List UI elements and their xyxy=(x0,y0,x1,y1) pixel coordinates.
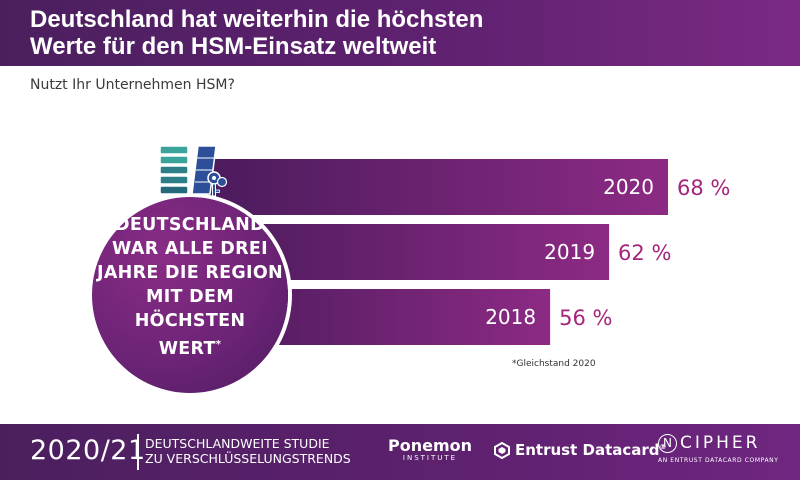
highlight-callout: DEUTSCHLAND WAR ALLE DREI JAHRE DIE REGI… xyxy=(92,197,288,393)
value-label-2020: 68 % xyxy=(677,176,730,200)
key-icon xyxy=(207,171,228,197)
ponemon-sub: INSTITUTE xyxy=(402,454,458,462)
chart-question: Nutzt Ihr Unternehmen HSM? xyxy=(30,77,235,93)
ncipher-sub: AN ENTRUST DATACARD COMPANY xyxy=(658,457,779,464)
study-title: DEUTSCHLANDWEITE STUDIE ZU VERSCHLÜSSELU… xyxy=(145,436,351,466)
callout-main-text: DEUTSCHLAND WAR ALLE DREI JAHRE DIE REGI… xyxy=(97,215,283,359)
footnote: *Gleichstand 2020 xyxy=(512,359,596,369)
callout-asterisk: * xyxy=(215,339,222,350)
callout-text: DEUTSCHLAND WAR ALLE DREI JAHRE DIE REGI… xyxy=(92,213,288,361)
entrust-logo: Entrust Datacard® xyxy=(494,441,667,459)
hsm-server-icon xyxy=(159,145,228,197)
footer-banner: 2020/21 DEUTSCHLANDWEITE STUDIE ZU VERSC… xyxy=(0,424,800,480)
category-label-2019: 2019 xyxy=(544,240,595,264)
ncipher-logo: N CIPHER AN ENTRUST DATACARD COMPANY xyxy=(658,433,779,464)
category-label-2018: 2018 xyxy=(485,305,536,329)
entrust-hexagon-icon xyxy=(494,441,510,459)
ponemon-logo: Ponemon INSTITUTE xyxy=(388,436,472,462)
category-label-2020: 2020 xyxy=(603,175,654,199)
value-label-2019: 62 % xyxy=(618,241,671,265)
study-title-line-1: DEUTSCHLANDWEITE STUDIE xyxy=(145,436,330,451)
entrust-name: Entrust Datacard® xyxy=(515,441,667,459)
ncipher-letter: N xyxy=(658,433,677,453)
ponemon-name: Ponemon xyxy=(388,436,473,455)
divider xyxy=(137,434,139,470)
bar-2020 xyxy=(200,159,668,215)
study-year: 2020/21 xyxy=(30,435,146,466)
study-title-line-2: ZU VERSCHLÜSSELUNGSTRENDS xyxy=(145,451,351,466)
header-banner: Deutschland hat weiterhin die höchsten W… xyxy=(0,0,800,66)
ncipher-word: CIPHER xyxy=(680,433,761,453)
page-title: Deutschland hat weiterhin die höchsten W… xyxy=(30,6,484,60)
value-label-2018: 56 % xyxy=(559,306,612,330)
